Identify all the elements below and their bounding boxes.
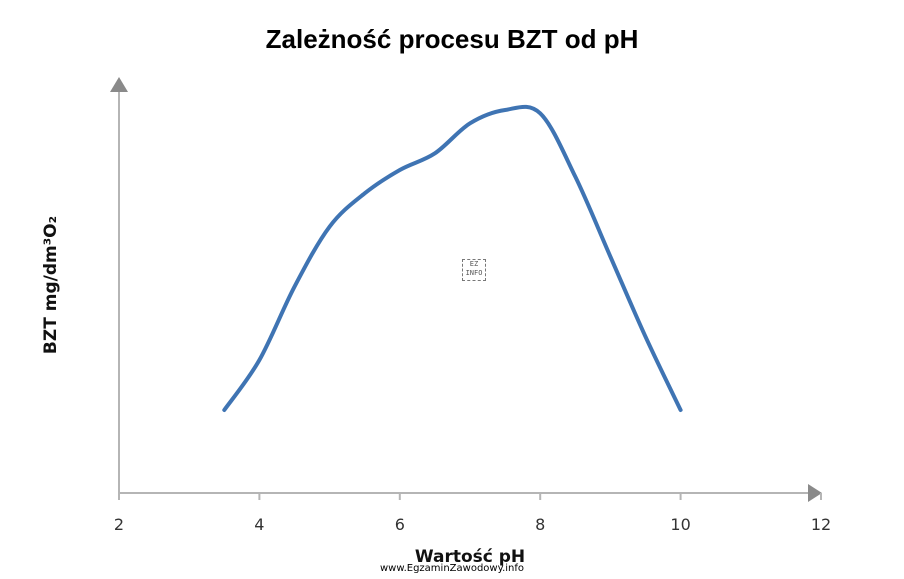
y-axis <box>110 77 128 493</box>
x-axis-label: Wartość pH <box>415 547 525 567</box>
x-ticks: 2 4 6 8 10 12 <box>114 493 831 534</box>
watermark-logo: EZ INFO <box>462 259 486 281</box>
x-tick-label: 8 <box>535 515 545 534</box>
x-axis-arrow <box>808 484 822 502</box>
x-tick-label: 10 <box>670 515 690 534</box>
chart-title: Zależność procesu BZT od pH <box>265 24 639 54</box>
y-axis-label: BZT mg/dm³O₂ <box>41 216 61 354</box>
x-axis <box>119 484 822 502</box>
series-line <box>222 104 683 412</box>
x-tick-label: 4 <box>254 515 264 534</box>
watermark-text: www.EgzaminZawodowy.info <box>379 563 525 574</box>
x-tick-label: 2 <box>114 515 124 534</box>
x-tick-label: 12 <box>811 515 831 534</box>
y-axis-arrow <box>110 77 128 92</box>
x-tick-label: 6 <box>395 515 405 534</box>
